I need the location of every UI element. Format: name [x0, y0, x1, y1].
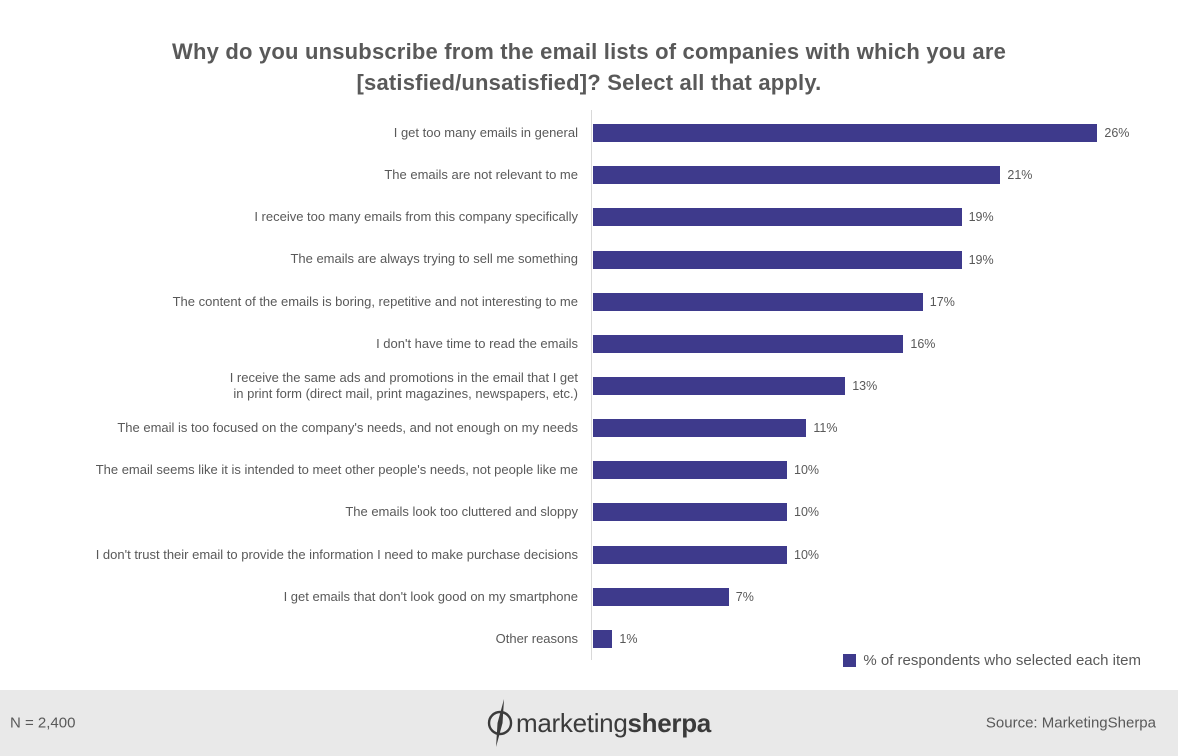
category-label: The content of the emails is boring, rep… [172, 293, 578, 309]
category-label: The email is too focused on the company'… [117, 420, 578, 436]
bar-row: I get too many emails in general 26% [0, 112, 1178, 154]
bar [593, 629, 613, 648]
bar-chart: I get too many emails in general 26% The… [0, 112, 1178, 660]
value-label: 1% [619, 631, 638, 646]
value-label: 26% [1104, 126, 1130, 141]
value-label: 10% [794, 505, 820, 520]
category-label: The emails are always trying to sell me … [290, 251, 578, 267]
source-label: Source: MarketingSherpa [985, 714, 1156, 732]
value-label: 19% [968, 210, 994, 225]
bar [593, 334, 904, 353]
footer-bar: N = 2,400 marketing sherpa Source: Market… [0, 690, 1178, 756]
bar [593, 292, 923, 311]
sample-size-label: N = 2,400 [10, 714, 76, 732]
category-label: The emails are not relevant to me [384, 167, 578, 183]
category-label: I receive too many emails from this comp… [254, 209, 578, 225]
category-axis-line [591, 110, 592, 660]
bar-row: The emails are not relevant to me 21% [0, 154, 1178, 196]
bar-row: I receive too many emails from this comp… [0, 196, 1178, 238]
category-label: I get emails that don't look good on my … [283, 588, 578, 604]
logo-text-sherpa: sherpa [627, 707, 712, 738]
bar [593, 166, 1001, 185]
bar-row: I get emails that don't look good on my … [0, 576, 1178, 618]
bar [593, 587, 729, 606]
bar [593, 503, 787, 522]
value-label: 10% [794, 463, 820, 478]
category-label: I don't trust their email to provide the… [95, 546, 578, 562]
bar-row: The emails look too cluttered and sloppy… [0, 491, 1178, 533]
bar [593, 208, 962, 227]
value-label: 16% [910, 336, 936, 351]
category-label: I receive the same ads and promotions in… [229, 369, 578, 402]
bar [593, 124, 1098, 143]
legend: % of respondents who selected each item [843, 652, 1141, 669]
bar-row: The email is too focused on the company'… [0, 407, 1178, 449]
category-label: Other reasons [495, 630, 578, 646]
value-label: 11% [813, 421, 838, 436]
legend-label: % of respondents who selected each item [863, 652, 1141, 669]
category-label: The emails look too cluttered and sloppy [345, 504, 578, 520]
chart-title: Why do you unsubscribe from the email li… [171, 39, 1007, 95]
bar [593, 461, 787, 480]
bar [593, 545, 787, 564]
bar-row: The email seems like it is intended to m… [0, 449, 1178, 491]
marketingsherpa-logo: marketing sherpa [487, 699, 711, 747]
bar-row: The emails are always trying to sell me … [0, 238, 1178, 280]
category-label: I don't have time to read the emails [376, 335, 578, 351]
bar-row: Other reasons 1% [0, 618, 1178, 660]
value-label: 10% [794, 547, 820, 562]
bar-row: I don't trust their email to provide the… [0, 534, 1178, 576]
category-label: I get too many emails in general [393, 124, 578, 140]
category-label: The email seems like it is intended to m… [95, 462, 578, 478]
bar [593, 419, 807, 438]
value-label: 19% [968, 252, 994, 267]
logo-text-marketing: marketing [516, 707, 628, 738]
value-label: 17% [929, 294, 955, 309]
value-label: 7% [735, 589, 754, 604]
bar [593, 250, 962, 269]
bar-row: I don't have time to read the emails 16% [0, 323, 1178, 365]
compass-icon [487, 699, 513, 747]
value-label: 21% [1007, 168, 1033, 183]
legend-swatch-icon [843, 654, 857, 667]
bar-row: The content of the emails is boring, rep… [0, 281, 1178, 323]
bar-row: I receive the same ads and promotions in… [0, 365, 1178, 407]
value-label: 13% [852, 379, 878, 394]
bar [593, 377, 846, 396]
